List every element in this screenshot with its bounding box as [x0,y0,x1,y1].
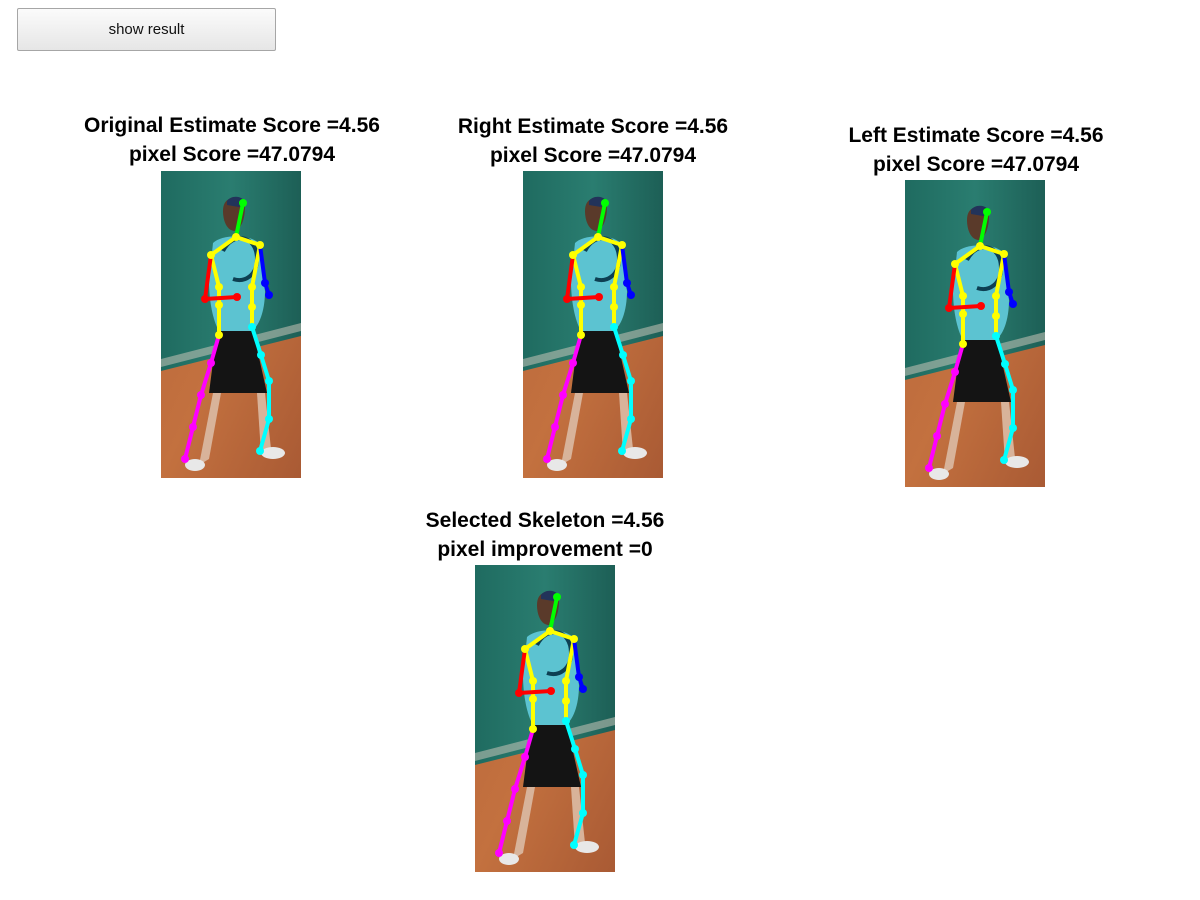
original-estimate-score: Original Estimate Score =4.56 [84,114,380,137]
original-pixel-score: pixel Score =47.0794 [128,143,336,166]
right-estimate-image [523,171,663,478]
right-pixel-score: pixel Score =47.0794 [489,144,697,167]
show-result-button[interactable]: show result [17,8,276,51]
left-estimate-score: Left Estimate Score =4.56 [848,124,1104,147]
right-estimate-title: Right Estimate Score =4.56 pixel Score =… [423,112,763,170]
original-estimate-title: Original Estimate Score =4.56 pixel Scor… [60,111,404,169]
selected-skeleton-title: Selected Skeleton =4.56 pixel improvemen… [375,506,715,564]
left-estimate-image [905,180,1045,487]
right-estimate-score: Right Estimate Score =4.56 [457,115,729,138]
left-estimate-title: Left Estimate Score =4.56 pixel Score =4… [806,121,1146,179]
pixel-improvement: pixel improvement =0 [437,538,653,561]
selected-skeleton-score: Selected Skeleton =4.56 [425,509,665,532]
left-pixel-score: pixel Score =47.0794 [872,153,1080,176]
original-estimate-image [161,171,301,478]
selected-skeleton-image [475,565,615,872]
